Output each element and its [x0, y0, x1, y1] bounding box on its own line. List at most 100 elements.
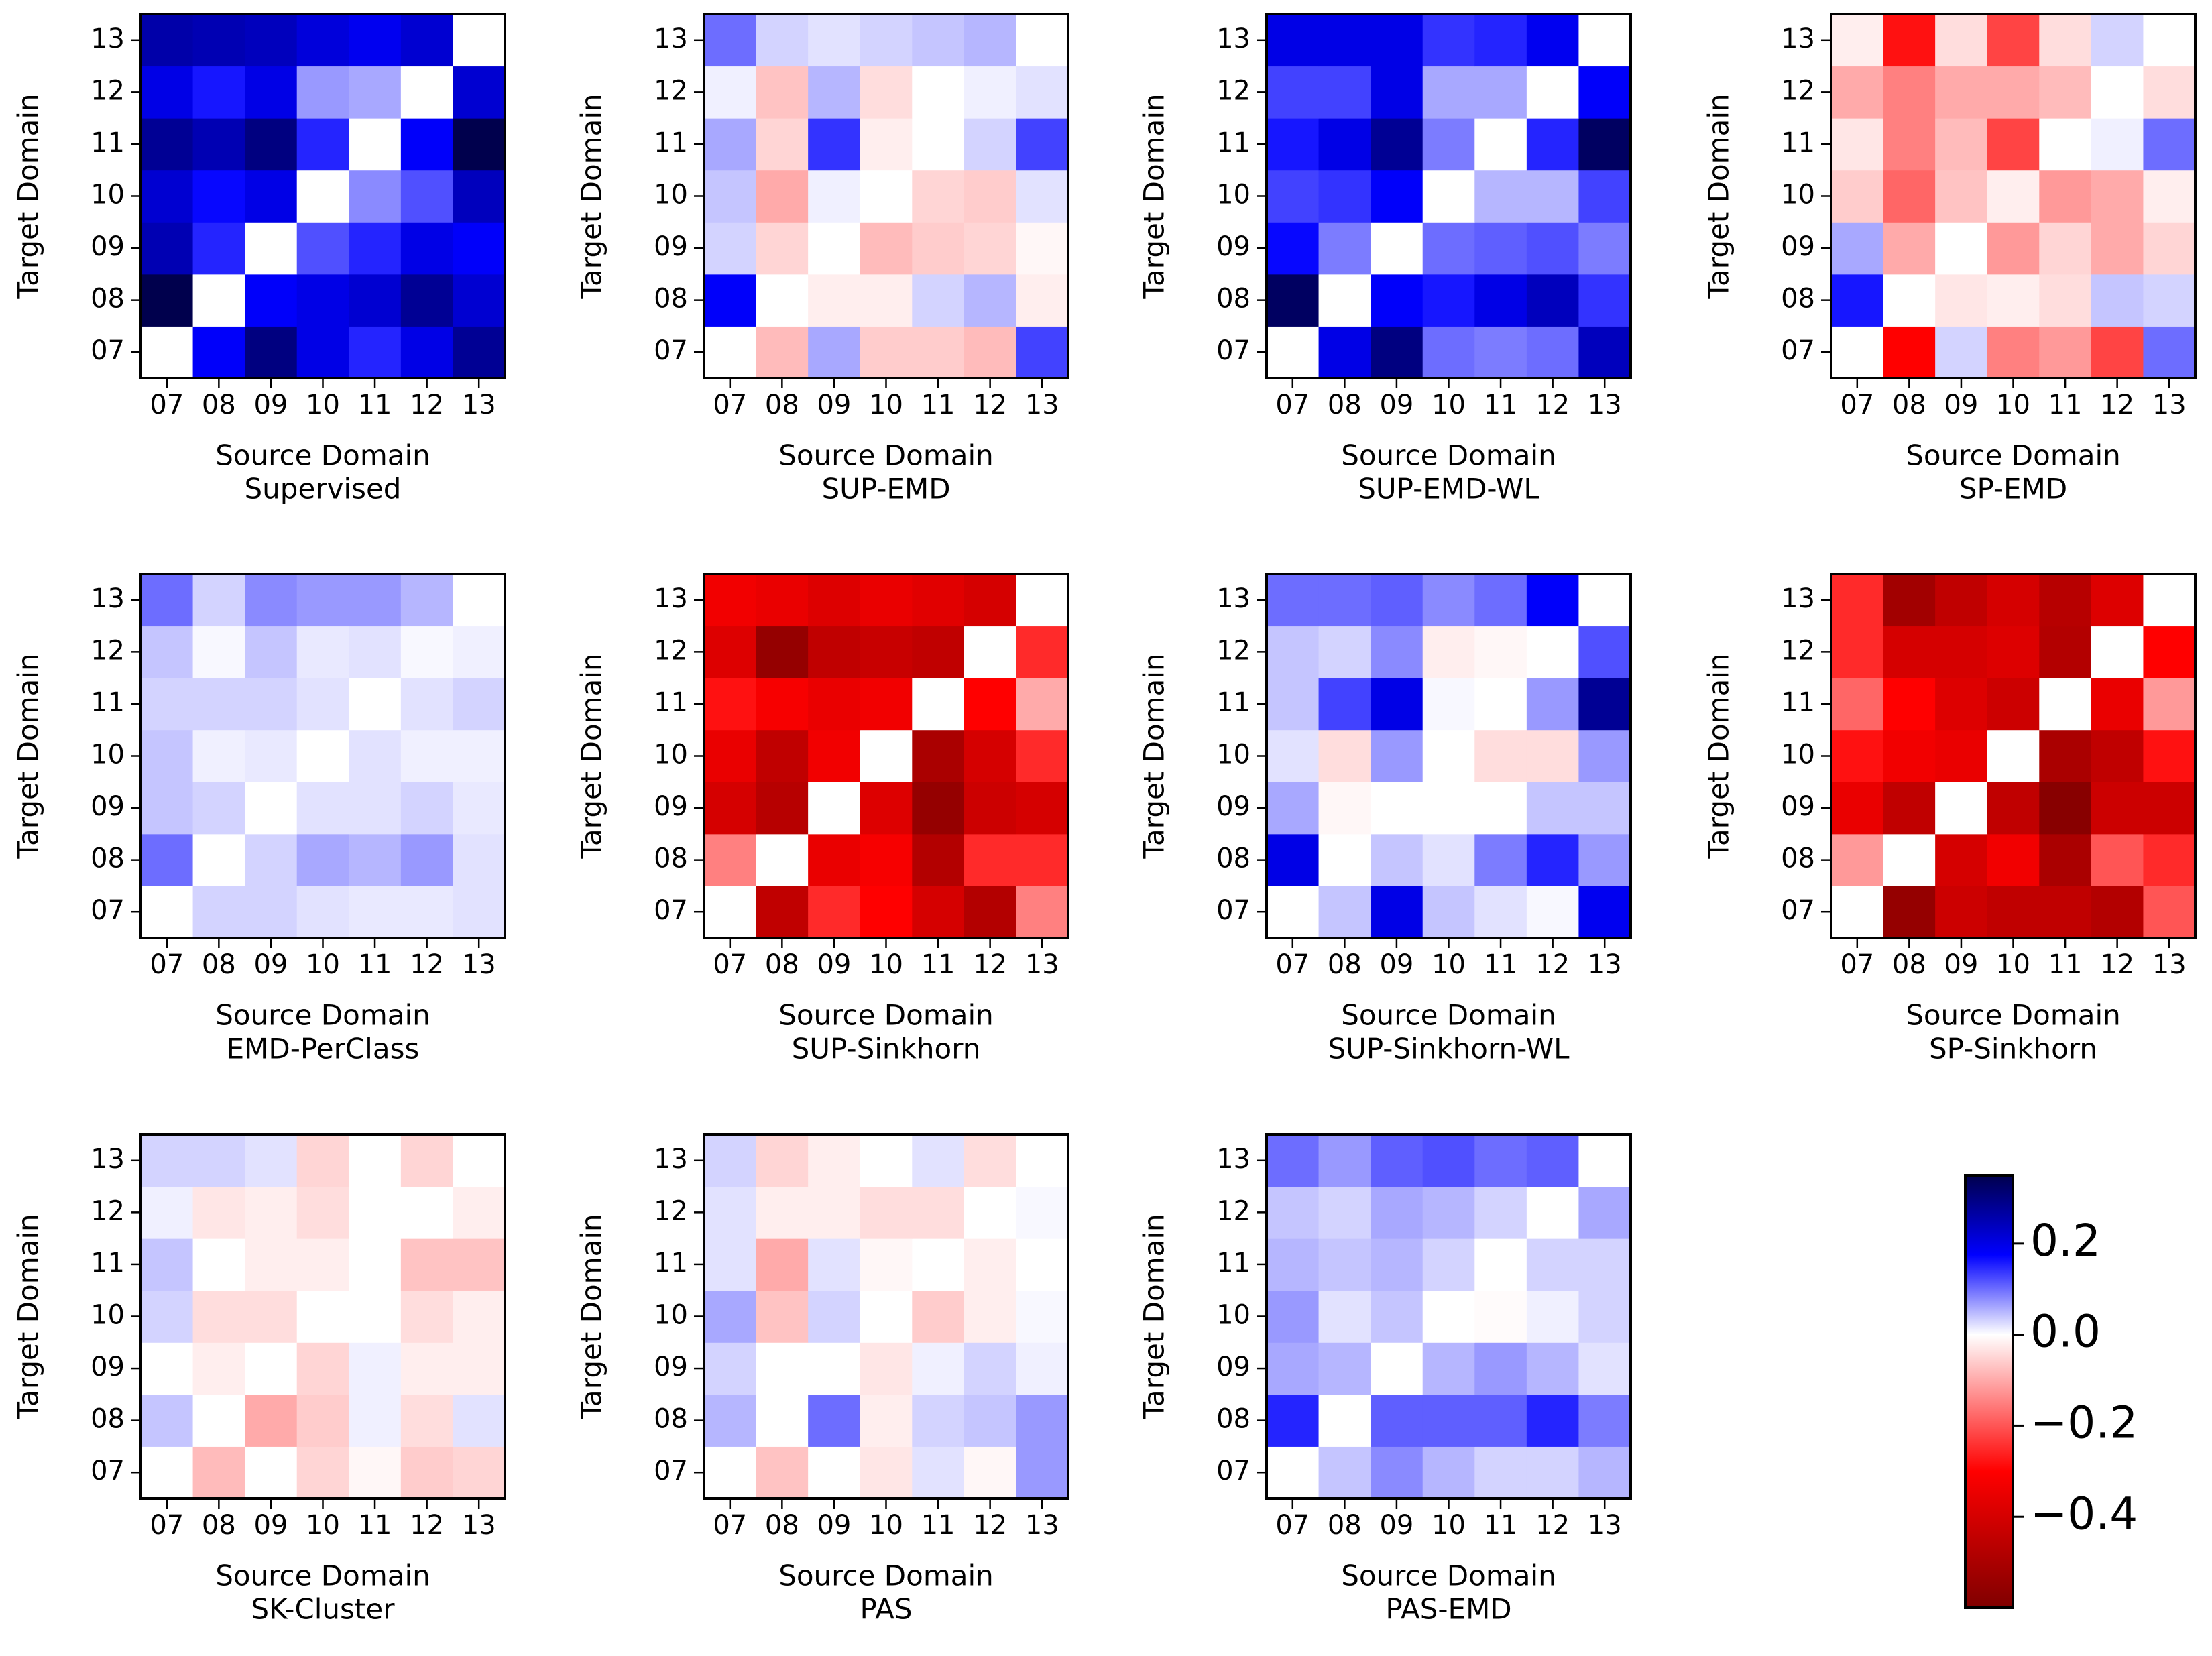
x-tick-label: 13: [2152, 390, 2187, 420]
heatmap-cell: [1987, 222, 2040, 275]
heatmap-cell: [964, 1238, 1016, 1291]
heatmap-cell: [453, 222, 506, 275]
heatmap-cell: [1371, 678, 1423, 731]
heatmap-cell: [296, 626, 349, 678]
x-tick-label: 10: [869, 949, 903, 980]
heatmap-cell: [860, 1394, 913, 1447]
heatmap-cell: [192, 1186, 245, 1239]
heatmap-cell: [964, 1186, 1016, 1239]
heatmap-cell: [400, 1134, 453, 1187]
heatmap-cell: [2143, 14, 2196, 67]
heatmap-cell: [1422, 1342, 1475, 1395]
y-tick-label: 09: [1781, 231, 1815, 262]
heatmap-cell: [296, 66, 349, 119]
x-tick-label: 09: [817, 1510, 851, 1541]
heatmap-cell: [349, 274, 402, 327]
y-tick-label: 13: [1216, 23, 1250, 54]
heatmap-cell: [1526, 1290, 1579, 1343]
heatmap-cell: [1935, 678, 1988, 731]
heatmap-cell: [1935, 14, 1988, 67]
heatmap-cell: [1935, 782, 1988, 835]
y-tick-label: 10: [1781, 180, 1815, 211]
heatmap-panel: 07 08 09 10 11 12 13 07 08 09 10 11 12 13 Source Domai…: [1138, 1133, 1632, 1626]
y-tick-label: 13: [1216, 1144, 1250, 1175]
heatmap-cell: [1474, 1394, 1527, 1447]
x-axis-label: Source Domain: [1906, 999, 2121, 1032]
heatmap-cell: [1578, 14, 1631, 67]
heatmap-cell: [1526, 678, 1579, 731]
heatmap-cell: [1935, 626, 1988, 678]
x-tick-label: 11: [921, 1510, 955, 1541]
heatmap-cell: [192, 274, 245, 327]
heatmap-cell: [141, 1238, 194, 1291]
heatmap-cell: [349, 14, 402, 67]
heatmap-cell: [756, 118, 809, 171]
heatmap-cell: [141, 574, 194, 627]
heatmap-cell: [1987, 14, 2040, 67]
x-tick-label: 13: [1025, 390, 1059, 420]
heatmap-cell: [912, 729, 965, 782]
heatmap-cell: [400, 833, 453, 886]
heatmap-cell: [453, 326, 506, 379]
y-axis-label: Target Domain: [1138, 93, 1171, 299]
y-tick-label: 11: [654, 127, 688, 158]
heatmap-cell: [245, 14, 298, 67]
x-tick-label: 09: [817, 390, 851, 420]
y-tick-label: 13: [91, 583, 125, 614]
heatmap-cell: [704, 1446, 757, 1499]
heatmap-cell: [245, 1446, 298, 1499]
heatmap-cell: [192, 118, 245, 171]
heatmap-cell: [1016, 729, 1069, 782]
y-tick-label: 08: [1216, 1404, 1250, 1435]
heatmap-cell: [1578, 1238, 1631, 1291]
heatmap-cell: [1578, 678, 1631, 731]
heatmap-cell: [808, 1394, 861, 1447]
heatmap-cell: [1371, 833, 1423, 886]
heatmap-cell: [453, 886, 506, 939]
heatmap-cell: [349, 326, 402, 379]
colorbar: [1964, 1174, 2014, 1609]
heatmap-cell: [860, 14, 913, 67]
heatmap-cell: [1883, 833, 1936, 886]
heatmap-cell: [1883, 326, 1936, 379]
heatmap-cell: [1318, 886, 1371, 939]
heatmap-cell: [1883, 66, 1936, 119]
heatmap-cell: [1526, 1134, 1579, 1187]
heatmap-cell: [1883, 222, 1936, 275]
heatmap-cell: [1987, 886, 2040, 939]
heatmap-cell: [245, 782, 298, 835]
heatmap-cell: [756, 170, 809, 223]
y-tick-label: 08: [1216, 843, 1250, 874]
heatmap-cell: [1318, 1342, 1371, 1395]
x-tick-label: 11: [358, 390, 392, 420]
colorbar-tick-label: −0.4: [2030, 1488, 2138, 1539]
heatmap-cell: [349, 1238, 402, 1291]
heatmap-cell: [1267, 66, 1320, 119]
x-tick-label: 07: [713, 390, 747, 420]
y-tick-label: 12: [1781, 75, 1815, 106]
heatmap-cell: [1318, 833, 1371, 886]
heatmap-cell: [1526, 274, 1579, 327]
heatmap-cell: [912, 1394, 965, 1447]
x-tick-label: 12: [2100, 390, 2134, 420]
x-tick-label: 11: [921, 949, 955, 980]
y-tick-label: 13: [1216, 583, 1250, 614]
heatmap-cell: [1371, 782, 1423, 835]
heatmap-cell: [141, 170, 194, 223]
heatmap-cell: [2143, 886, 2196, 939]
heatmap-cell: [1318, 574, 1371, 627]
heatmap-cell: [349, 574, 402, 627]
heatmap-cell: [296, 222, 349, 275]
y-tick-label: 11: [91, 687, 125, 718]
y-tick-label: 11: [1216, 1248, 1250, 1279]
heatmap-cell: [964, 833, 1016, 886]
heatmap-cell: [1526, 66, 1579, 119]
y-tick-label: 12: [1781, 635, 1815, 666]
y-tick-label: 07: [654, 895, 688, 926]
heatmap-cell: [808, 1134, 861, 1187]
heatmap-cell: [192, 678, 245, 731]
heatmap-cell: [704, 678, 757, 731]
heatmap-cell: [1831, 222, 1884, 275]
heatmap-cell: [296, 1134, 349, 1187]
heatmap-cell: [245, 886, 298, 939]
